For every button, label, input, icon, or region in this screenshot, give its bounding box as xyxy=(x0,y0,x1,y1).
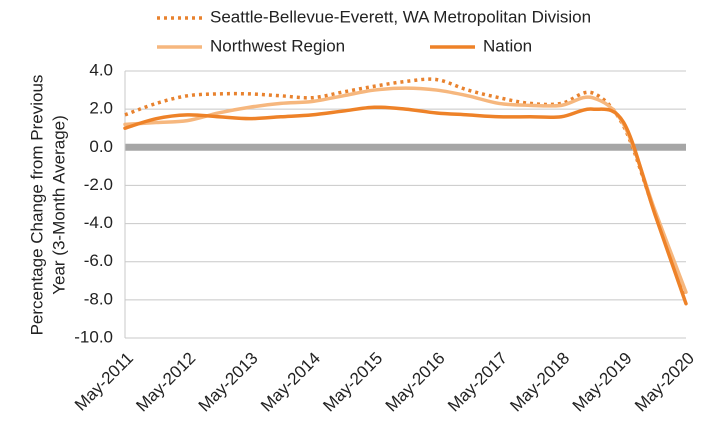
legend-label: Northwest Region xyxy=(210,36,345,55)
y-tick-label: -2.0 xyxy=(84,175,113,194)
y-tick-label: -6.0 xyxy=(84,251,113,270)
y-tick-label: -8.0 xyxy=(84,289,113,308)
x-tick-label: May-2014 xyxy=(257,349,324,416)
x-tick-label: May-2012 xyxy=(132,349,199,416)
y-axis-label: Percentage Change from Previous xyxy=(27,75,46,336)
y-tick-label: -4.0 xyxy=(84,213,113,232)
series-line xyxy=(124,77,688,295)
y-axis-label: Year (3-Month Average) xyxy=(49,115,68,295)
x-tick-label: May-2011 xyxy=(71,349,137,415)
legend-label: Seattle-Bellevue-Everett, WA Metropolita… xyxy=(210,7,591,26)
y-tick-label: -10.0 xyxy=(74,327,113,346)
x-tick-label: May-2020 xyxy=(631,349,698,416)
y-tick-label: 2.0 xyxy=(89,99,113,118)
series-line xyxy=(123,105,688,306)
y-tick-label: 4.0 xyxy=(89,60,113,79)
x-tick-label: May-2015 xyxy=(319,349,386,416)
series-line xyxy=(123,86,688,294)
x-tick-label: May-2019 xyxy=(569,349,636,416)
x-tick-label: May-2013 xyxy=(195,349,262,416)
x-tick-label: May-2018 xyxy=(506,349,573,416)
legend-label: Nation xyxy=(483,36,532,55)
x-tick-label: May-2016 xyxy=(382,349,449,416)
x-tick-label: May-2017 xyxy=(444,349,511,416)
y-tick-label: 0.0 xyxy=(89,137,113,156)
